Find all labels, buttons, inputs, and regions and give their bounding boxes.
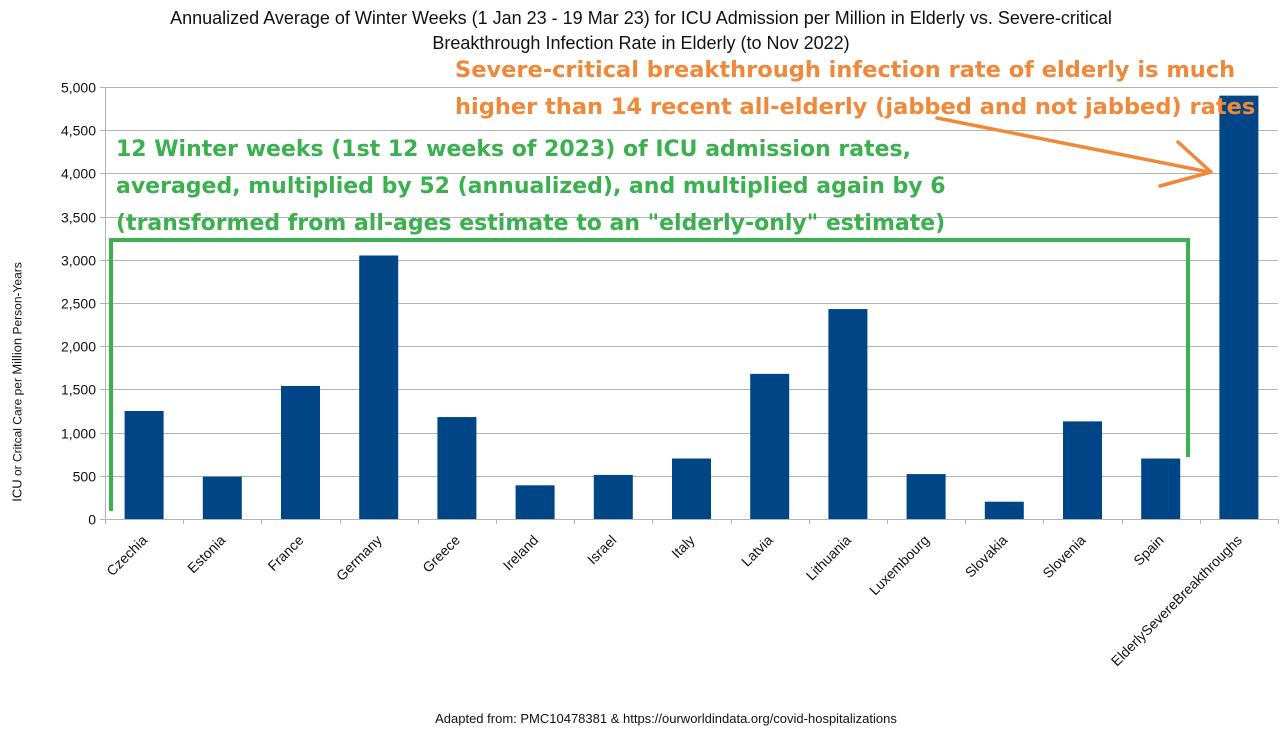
bar-czechia: [124, 411, 164, 519]
y-axis-label-end: Person-Years: [10, 262, 25, 338]
chart-title-line-1: Annualized Average of Winter Weeks (1 Ja…: [170, 8, 1112, 28]
x-tick-label: Ireland: [500, 532, 542, 574]
x-tick-label: Spain: [1130, 532, 1167, 569]
bar-latvia: [750, 373, 790, 519]
y-tick-label: 0: [88, 512, 96, 528]
y-axis-label-mid: or Critcal Care per: [10, 374, 25, 480]
x-tick-label: Germany: [333, 532, 385, 584]
bar-ireland: [515, 485, 555, 519]
bar-spain: [1141, 458, 1181, 519]
bar-elderlyseverebreakthroughs: [1219, 95, 1259, 519]
orange-annotation-line-1: Severe-critical breakthrough infection r…: [455, 57, 1236, 83]
x-tick-label: Slovenia: [1039, 532, 1088, 581]
bar-estonia: [202, 476, 242, 519]
bar-italy: [672, 458, 711, 519]
orange-annotation-line-2: higher than 14 recent all-elderly (jabbe…: [455, 94, 1256, 120]
x-tick-label: Slovakia: [962, 532, 1011, 581]
orange-arrow-head: [1158, 140, 1213, 188]
orange-annotation: Severe-critical breakthrough infection r…: [455, 52, 1255, 126]
y-tick-label: 2,000: [61, 339, 96, 355]
green-annotation-line-2: averaged, multiplied by 52 (annualized),…: [116, 174, 946, 199]
bar-slovakia: [984, 501, 1024, 519]
y-tick-label: 4,000: [61, 166, 96, 182]
y-tick-label: 5,000: [61, 80, 96, 96]
y-tick-label: 500: [73, 469, 97, 485]
bar-lithuania: [828, 309, 868, 519]
x-tick-label: Luxembourg: [866, 532, 932, 598]
y-tick-labels: 0 500 1,000 1,500 2,000 2,500 3,000 3,500 4,000 4…: [61, 80, 96, 528]
y-tick-label: 3,000: [61, 253, 96, 269]
x-tick-label: Lithuania: [803, 532, 855, 584]
y-axis-label: ICU or Critcal Care per Million Person-Y…: [10, 262, 25, 502]
y-tick-label: 1,500: [61, 382, 96, 398]
green-annotation: 12 Winter weeks (1st 12 weeks of 2023) o…: [116, 131, 946, 242]
bar-slovenia: [1063, 421, 1102, 519]
green-annotation-line-3: (transformed from all-ages estimate to a…: [116, 211, 946, 236]
y-axis-label-million: Million: [9, 337, 25, 375]
y-tick-label: 4,500: [61, 123, 96, 139]
source-note: Adapted from: PMC10478381 & https://ourw…: [435, 711, 897, 726]
bar-france: [281, 385, 320, 519]
x-tick-label: France: [264, 532, 306, 574]
axes: [105, 87, 1279, 524]
green-bracket: [109, 238, 1190, 511]
bar-luxembourg: [906, 474, 946, 519]
x-tick-label: Latvia: [738, 532, 776, 570]
orange-arrow-shaft: [935, 116, 1211, 174]
x-tick-label: Estonia: [184, 532, 228, 576]
bar-israel: [593, 474, 633, 519]
x-tick-label: ElderlySevereBreakthroughs: [1108, 532, 1245, 669]
annotation-shapes: [109, 116, 1213, 511]
y-axis-label-icu: ICU: [9, 479, 25, 502]
x-tick-label: Italy: [668, 532, 697, 561]
y-tick-label: 3,500: [61, 210, 96, 226]
bar-germany: [359, 255, 399, 520]
bars: [124, 95, 1259, 520]
x-tick-labels: Czechia Estonia France Germany Greece Ireland…: [103, 532, 1245, 669]
y-tick-label: 1,000: [61, 426, 96, 442]
green-annotation-line-1: 12 Winter weeks (1st 12 weeks of 2023) o…: [116, 137, 911, 162]
x-tick-label: Israel: [584, 532, 620, 568]
chart-title-line-2: Breakthrough Infection Rate in Elderly (…: [432, 33, 850, 53]
x-tick-label: Czechia: [103, 532, 150, 579]
y-tick-label: 2,500: [61, 296, 96, 312]
bar-greece: [437, 417, 477, 519]
x-tick-label: Greece: [419, 532, 463, 576]
